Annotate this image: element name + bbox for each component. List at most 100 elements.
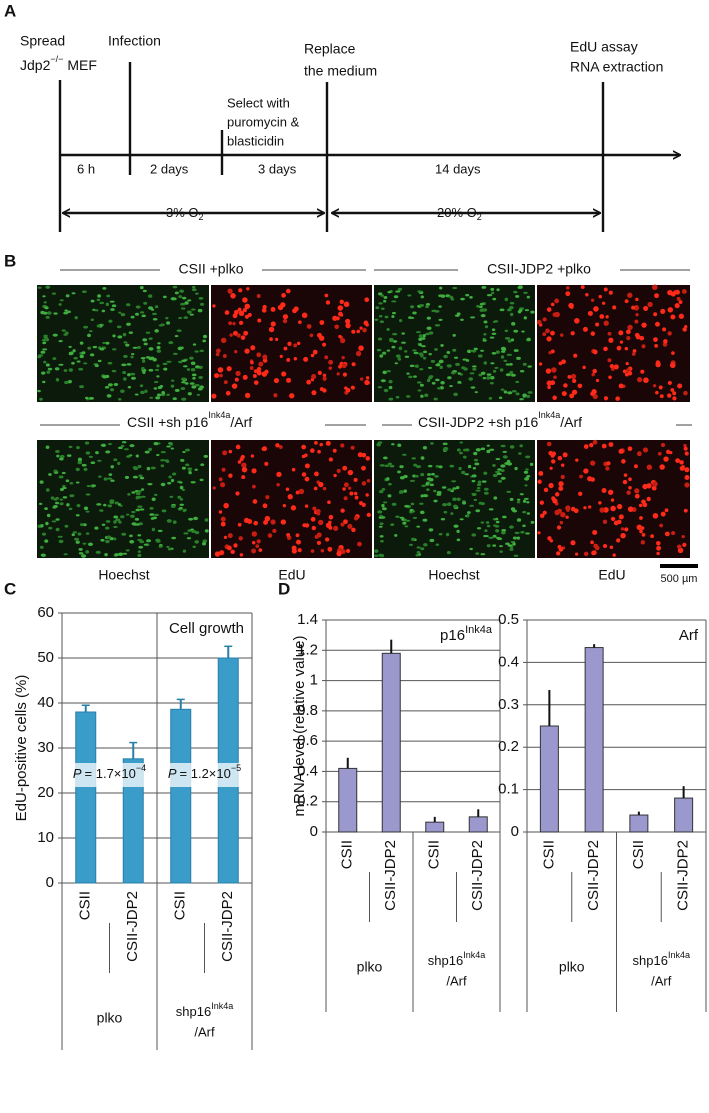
annotation-box [63,763,156,787]
cell [433,499,438,503]
cell [395,395,400,399]
cell [542,332,547,337]
cell [636,377,643,383]
cell [491,328,496,332]
cell [314,471,319,477]
cell [157,342,161,345]
cell [660,511,666,517]
cell [192,343,197,346]
cell [404,504,410,508]
cell [515,294,520,298]
cell [683,390,688,396]
cell [537,479,542,484]
cell [293,306,299,312]
cell [459,441,464,444]
cell [450,371,456,375]
cell [79,341,84,345]
micrograph [374,285,535,402]
cell [296,341,301,346]
cell [525,455,531,459]
cell [234,349,238,354]
cell [342,372,347,377]
cell [497,468,502,471]
cell [256,539,261,544]
cell [81,463,87,467]
cell [386,477,390,481]
cell [84,441,90,445]
cell [438,533,443,536]
cell [677,547,684,554]
cell [450,296,454,300]
bar [674,797,694,833]
cell [524,484,528,487]
cell [59,457,64,461]
cell [293,343,298,348]
superscript: Ink4a [208,410,230,420]
cell [616,345,622,351]
cell [457,380,462,384]
cell [526,295,530,299]
cell [449,464,455,468]
text: shp16 [428,953,463,968]
cell [322,486,327,491]
y-tick-label: 10 [37,829,54,846]
cell [47,367,53,371]
cell [492,297,497,301]
cell [504,297,509,302]
cell [215,352,220,357]
cell [524,477,530,481]
cell [252,499,258,504]
cell [194,468,198,471]
cell [282,318,288,324]
cell [314,440,318,445]
cell [399,319,403,323]
cell [134,312,139,316]
text: = 1.7×10 [85,766,136,781]
cell [123,341,128,344]
cell [476,486,481,490]
cell [570,373,577,380]
cell [381,487,386,491]
p-value: P = 1.2×10−5 [168,763,241,781]
cell [324,293,329,298]
cell [653,337,658,342]
cell [327,546,333,552]
cell [491,351,497,355]
cell [137,505,143,508]
cell [523,497,529,500]
cell [428,352,432,356]
cell [361,452,367,458]
cell [603,396,609,401]
cell [188,471,192,475]
cell [75,467,80,472]
text: shp16 [176,1004,211,1019]
cell [281,371,287,377]
cell [409,316,415,319]
cell [436,491,442,495]
cell [51,292,57,295]
cell [435,378,440,382]
cell [420,394,424,398]
cell [116,325,122,329]
x-tick-label: CSII-JDP2 [124,891,141,962]
cell [96,503,102,506]
cell [390,523,395,526]
cell [521,330,525,333]
cell [505,363,511,366]
cell [678,300,683,304]
stain-label: Hoechst [98,567,149,583]
cell [174,335,179,338]
subscript: 2 [199,212,204,222]
cell [513,290,518,294]
cell [509,363,513,366]
cell [160,464,165,468]
cell [295,490,300,495]
cell [472,365,477,368]
cell [642,447,649,453]
cell [503,359,508,362]
cell [238,310,245,317]
cell [44,507,48,511]
cell [105,450,111,454]
cell [156,345,161,350]
cell [339,299,344,305]
